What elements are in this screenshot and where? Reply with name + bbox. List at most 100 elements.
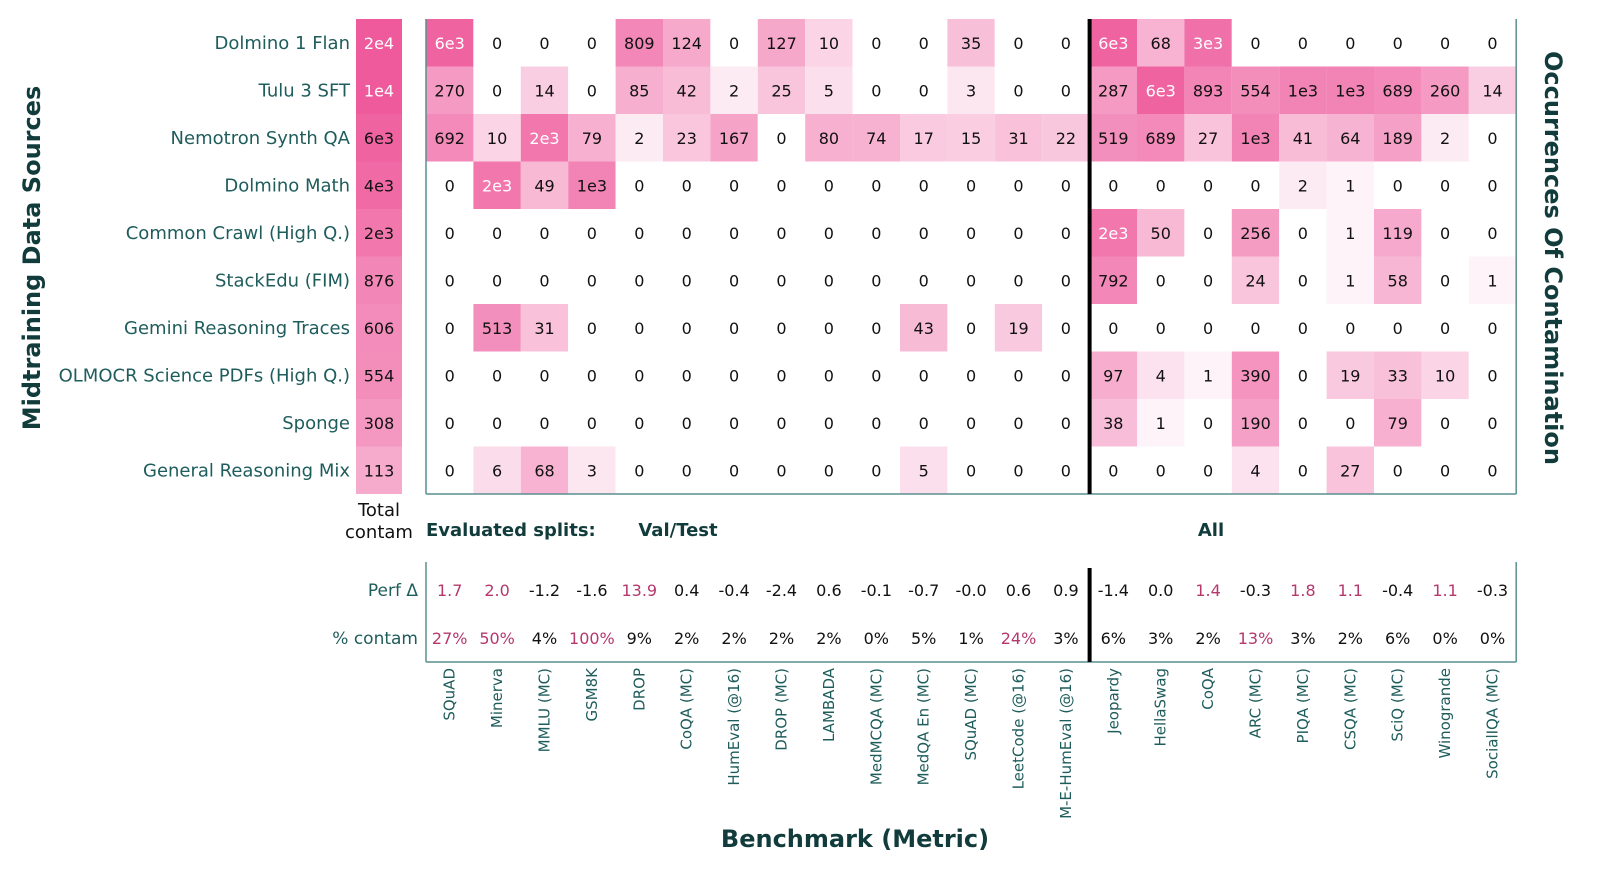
heatmap-cell — [994, 19, 1043, 67]
heatmap-cell — [900, 446, 948, 494]
heatmap-cell — [1326, 66, 1374, 114]
heatmap-cell-label: 0 — [445, 414, 455, 433]
heatmap-cell-label: 0 — [729, 271, 739, 290]
heatmap-cell — [568, 304, 616, 352]
heatmap-cell — [1468, 209, 1517, 257]
heatmap-cell-label: 0 — [1061, 414, 1071, 433]
heatmap-cell-label: 27 — [1198, 129, 1218, 148]
heatmap-cell-label: 2e3 — [482, 176, 512, 195]
heatmap-cell-label: 0 — [824, 224, 834, 243]
heatmap-cell — [1089, 161, 1137, 209]
heatmap-cell-label: 0 — [634, 224, 644, 243]
perf-delta-value: 2.0 — [484, 581, 509, 600]
heatmap-cell-label: 1e3 — [1288, 81, 1318, 100]
perf-delta-value: 0.6 — [1006, 581, 1031, 600]
heatmap-cell-label: 519 — [1098, 129, 1129, 148]
heatmap-cell — [994, 114, 1043, 162]
heatmap-cell-label: 287 — [1098, 81, 1129, 100]
heatmap-cell-label: 0 — [1013, 34, 1023, 53]
heatmap-cell-label: 38 — [1103, 414, 1123, 433]
pct-contam-value: 9% — [627, 629, 652, 648]
heatmap-cell — [757, 209, 806, 257]
x-tick-label: SciQ (MC) — [1389, 668, 1407, 742]
heatmap-cell-label: 1e3 — [577, 176, 607, 195]
heatmap-cell — [473, 161, 521, 209]
perf-delta-row-label: Perf Δ — [368, 581, 418, 601]
heatmap-cell — [1184, 19, 1232, 67]
heatmap-cell — [615, 399, 663, 447]
heatmap-cell — [520, 351, 569, 399]
row-label: Dolmino Math — [224, 175, 350, 196]
heatmap-cell — [426, 19, 474, 67]
heatmap-cell-label: 0 — [1061, 224, 1071, 243]
heatmap-cell-label: 0 — [1108, 461, 1118, 480]
total-cell-label: 6e3 — [364, 129, 394, 148]
pct-contam-value: 100% — [569, 629, 615, 648]
heatmap-cell-label: 0 — [776, 461, 786, 480]
perf-delta-value: -0.3 — [1240, 581, 1271, 600]
total-cell — [356, 209, 402, 257]
heatmap-cell — [1089, 256, 1137, 304]
heatmap-cell — [900, 304, 948, 352]
heatmap-cell — [1137, 66, 1185, 114]
heatmap-cell-label: 0 — [682, 414, 692, 433]
heatmap-cell-label: 1e3 — [1335, 81, 1365, 100]
heatmap-cell-label: 0 — [492, 81, 502, 100]
heatmap-cell — [1089, 66, 1137, 114]
heatmap-cell — [520, 66, 569, 114]
x-tick-label: DROP (MC) — [773, 668, 791, 751]
heatmap-cell-label: 0 — [587, 224, 597, 243]
heatmap-cell — [852, 114, 900, 162]
heatmap-cell-label: 2 — [1440, 129, 1450, 148]
heatmap-cell — [520, 304, 569, 352]
heatmap-cell-label: 0 — [1061, 319, 1071, 338]
x-tick-label: DROP — [630, 668, 648, 711]
heatmap-cell-label: 10 — [1435, 366, 1455, 385]
heatmap-cell — [615, 209, 663, 257]
heatmap-cell-label: 1 — [1345, 224, 1355, 243]
heatmap-cell-label: 190 — [1240, 414, 1271, 433]
heatmap-cell — [615, 19, 663, 67]
heatmap-cell — [900, 209, 948, 257]
heatmap-cell — [473, 351, 521, 399]
perf-delta-value: 13.9 — [621, 581, 657, 600]
heatmap-cell-label: 58 — [1388, 271, 1408, 290]
heatmap-cell — [1184, 399, 1232, 447]
heatmap-cell — [1326, 19, 1374, 67]
heatmap-cell-label: 14 — [1482, 81, 1502, 100]
perf-delta-value: 1.4 — [1195, 581, 1220, 600]
heatmap-cell — [1421, 161, 1469, 209]
heatmap-cell — [1231, 114, 1280, 162]
heatmap-cell — [520, 114, 569, 162]
split-right-label: All — [1198, 520, 1224, 541]
heatmap-cell — [1231, 446, 1280, 494]
heatmap-cell-label: 0 — [919, 366, 929, 385]
heatmap-cell — [568, 209, 616, 257]
heatmap-cell-label: 0 — [1298, 271, 1308, 290]
heatmap-cell-label: 0 — [824, 414, 834, 433]
heatmap-cell — [1326, 446, 1374, 494]
heatmap-cell — [1231, 256, 1280, 304]
y-axis-title: Midtraining Data Sources — [18, 86, 46, 431]
heatmap-cell — [473, 399, 521, 447]
x-tick-label: PIQA (MC) — [1294, 668, 1312, 743]
heatmap-cell — [805, 351, 853, 399]
pct-contam-value: 2% — [1195, 629, 1220, 648]
heatmap-cell — [947, 66, 995, 114]
heatmap-cell-label: 0 — [1108, 176, 1118, 195]
heatmap-cell-label: 0 — [1203, 319, 1213, 338]
heatmap-cell — [1279, 19, 1327, 67]
heatmap-cell — [994, 399, 1043, 447]
heatmap-cell — [1374, 399, 1422, 447]
heatmap-cell — [1468, 161, 1517, 209]
pct-contam-row-label: % contam — [332, 629, 418, 649]
heatmap-cell-label: 43 — [914, 319, 934, 338]
heatmap-cell — [663, 161, 711, 209]
total-cell-label: 554 — [364, 366, 395, 385]
heatmap-cell-label: 0 — [919, 176, 929, 195]
heatmap-cell — [1468, 399, 1517, 447]
heatmap-cell — [520, 19, 569, 67]
x-tick-label: ARC (MC) — [1247, 668, 1265, 738]
heatmap-cell — [757, 446, 806, 494]
heatmap-cell — [615, 256, 663, 304]
